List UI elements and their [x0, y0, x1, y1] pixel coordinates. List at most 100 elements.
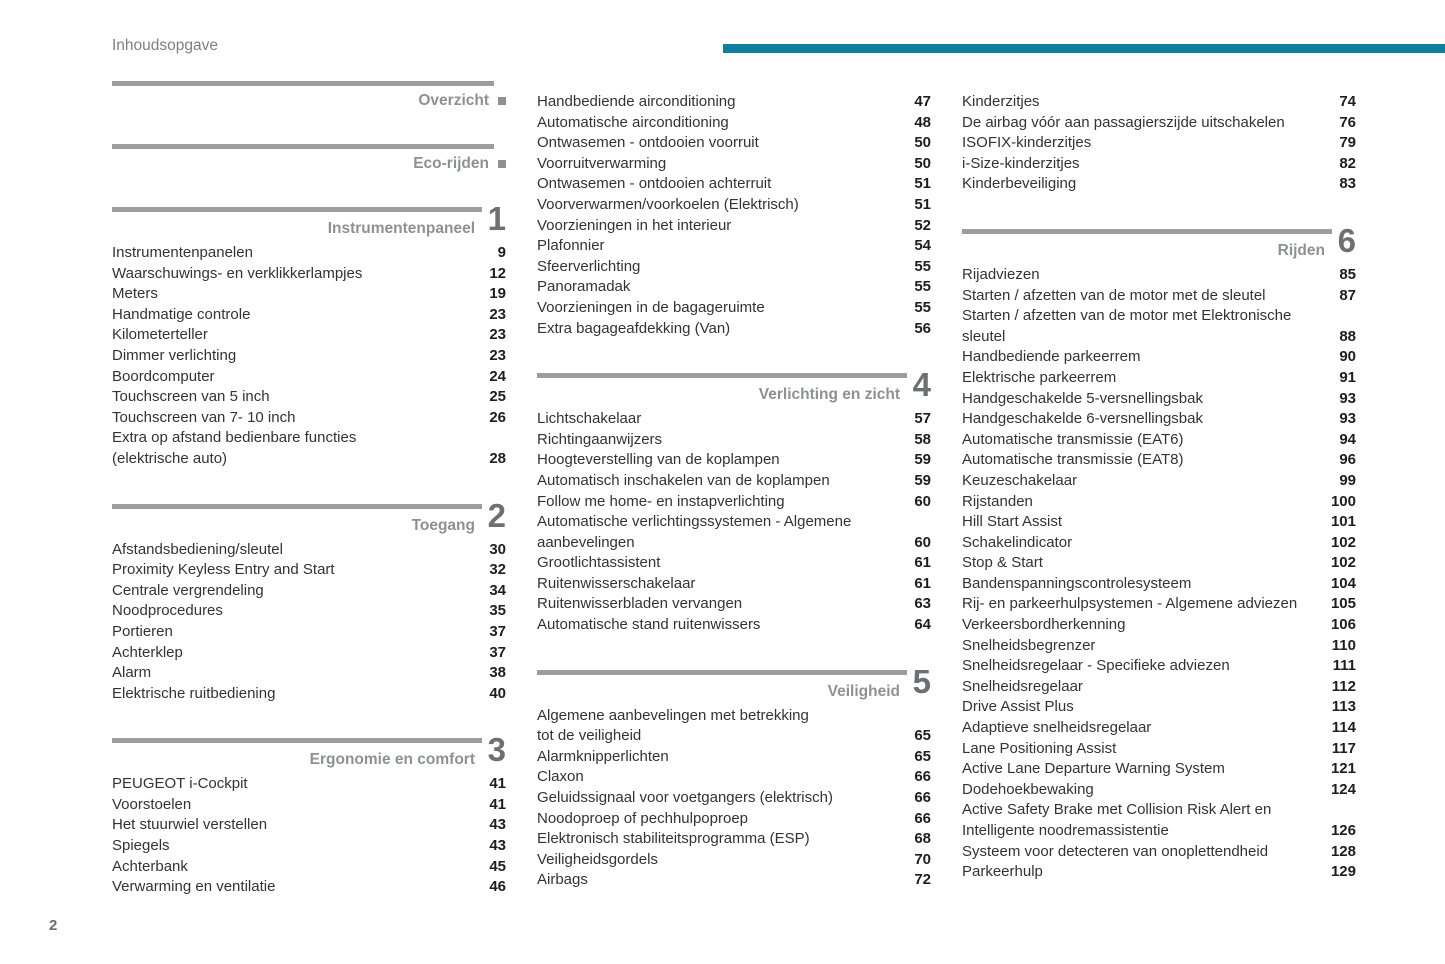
toc-item[interactable]: Plafonnier 54 [537, 236, 931, 257]
intro-header: Eco-rijden [112, 155, 506, 173]
toc-item[interactable]: Elektrische parkeerrem 91 [962, 368, 1356, 389]
toc-item[interactable]: Handmatige controle 23 [112, 305, 506, 326]
toc-item-page: 82 [1339, 154, 1356, 172]
toc-item[interactable]: Ruitenwisserschakelaar 61 [537, 574, 931, 595]
toc-item[interactable]: Claxon 66 [537, 767, 931, 788]
toc-item[interactable]: Proximity Keyless Entry and Start 32 [112, 560, 506, 581]
toc-item[interactable]: Ruitenwisserbladen vervangen 63 [537, 594, 931, 615]
toc-item[interactable]: Kilometerteller 23 [112, 325, 506, 346]
toc-item[interactable]: Veiligheidsgordels 70 [537, 850, 931, 871]
toc-item[interactable]: Panoramadak 55 [537, 277, 931, 298]
toc-item[interactable]: Starten / afzetten van de motor met Elek… [962, 306, 1356, 347]
toc-item[interactable]: Snelheidsbegrenzer 110 [962, 636, 1356, 657]
toc-item[interactable]: Automatische stand ruitenwissers 64 [537, 615, 931, 636]
toc-item[interactable]: Rijadviezen 85 [962, 265, 1356, 286]
toc-item[interactable]: Verwarming en ventilatie 46 [112, 877, 506, 898]
toc-item[interactable]: Handgeschakelde 5-versnellingsbak 93 [962, 389, 1356, 410]
toc-item[interactable]: Rijstanden 100 [962, 492, 1356, 513]
toc-item[interactable]: Active Safety Brake met Collision Risk A… [962, 800, 1356, 841]
toc-item[interactable]: De airbag vóór aan passagierszijde uitsc… [962, 113, 1356, 134]
toc-item[interactable]: Handgeschakelde 6-versnellingsbak 93 [962, 409, 1356, 430]
toc-item[interactable]: i-Size-kinderzitjes 82 [962, 154, 1356, 175]
toc-item-page: 59 [914, 471, 931, 489]
toc-item[interactable]: Dodehoekbewaking 124 [962, 780, 1356, 801]
toc-item[interactable]: Voorruitverwarming 50 [537, 154, 931, 175]
toc-item-label: Richtingaanwijzers [537, 430, 663, 448]
toc-item[interactable]: Achterbank 45 [112, 857, 506, 878]
toc-item[interactable]: Alarm 38 [112, 663, 506, 684]
toc-item[interactable]: Algemene aanbevelingen met betrekking to… [537, 706, 931, 747]
divider-bar [537, 373, 907, 379]
toc-item[interactable]: Keuzeschakelaar 99 [962, 471, 1356, 492]
toc-item[interactable]: Hoogteverstelling van de koplampen 59 [537, 450, 931, 471]
toc-item[interactable]: Alarmknipperlichten 65 [537, 747, 931, 768]
toc-item-page: 50 [914, 154, 931, 172]
toc-item[interactable]: Automatische transmissie (EAT8) 96 [962, 450, 1356, 471]
toc-item-label: Rijadviezen [962, 265, 1040, 283]
toc-item[interactable]: Lane Positioning Assist 117 [962, 739, 1356, 760]
toc-item[interactable]: Voorzieningen in het interieur 52 [537, 216, 931, 237]
toc-item[interactable]: Active Lane Departure Warning System 121 [962, 759, 1356, 780]
toc-item-label: Handmatige controle [112, 305, 251, 323]
toc-item-label: Ruitenwisserbladen vervangen [537, 595, 743, 613]
toc-item[interactable]: Ontwasemen - ontdooien achterruit 51 [537, 174, 931, 195]
toc-item[interactable]: ISOFIX-kinderzitjes 79 [962, 133, 1356, 154]
toc-item[interactable]: Grootlichtassistent 61 [537, 553, 931, 574]
toc-item[interactable]: Extra op afstand bedienbare functies (el… [112, 428, 506, 469]
toc-item[interactable]: Noodoproep of pechhulpoproep 66 [537, 809, 931, 830]
toc-item[interactable]: Stop & Start 102 [962, 553, 1356, 574]
toc-item[interactable]: Automatische verlichtingssystemen - Alge… [537, 512, 931, 553]
toc-item-page: 76 [1339, 113, 1356, 131]
toc-item[interactable]: Meters 19 [112, 284, 506, 305]
toc-item[interactable]: Afstandsbediening/sleutel 30 [112, 540, 506, 561]
toc-item[interactable]: Waarschuwings- en verklikkerlampjes 12 [112, 264, 506, 285]
toc-item-label: Lane Positioning Assist [962, 739, 1117, 757]
toc-item[interactable]: Hill Start Assist 101 [962, 512, 1356, 533]
toc-item[interactable]: PEUGEOT i-Cockpit 41 [112, 774, 506, 795]
toc-item[interactable]: Touchscreen van 7- 10 inch 26 [112, 408, 506, 429]
toc-item[interactable]: Handbediende airconditioning 47 [537, 92, 931, 113]
toc-item[interactable]: Noodprocedures 35 [112, 601, 506, 622]
toc-item[interactable]: Centrale vergrendeling 34 [112, 581, 506, 602]
toc-item[interactable]: Instrumentenpanelen 9 [112, 243, 506, 264]
toc-item[interactable]: Snelheidsregelaar - Specifieke adviezen 1… [962, 656, 1356, 677]
toc-item[interactable]: Automatische airconditioning 48 [537, 113, 931, 134]
toc-item-page: 50 [914, 134, 931, 152]
toc-item[interactable]: Het stuurwiel verstellen 43 [112, 815, 506, 836]
toc-item[interactable]: Lichtschakelaar 57 [537, 409, 931, 430]
toc-item[interactable]: Extra bagageafdekking (Van) 56 [537, 319, 931, 340]
toc-item[interactable]: Ontwasemen - ontdooien voorruit 50 [537, 133, 931, 154]
toc-item[interactable]: Sfeerverlichting 55 [537, 257, 931, 278]
toc-item[interactable]: Handbediende parkeerrem 90 [962, 347, 1356, 368]
toc-item[interactable]: Voorzieningen in de bagageruimte 55 [537, 298, 931, 319]
toc-item[interactable]: Snelheidsregelaar 112 [962, 677, 1356, 698]
toc-item[interactable]: Verkeersbordherkenning 106 [962, 615, 1356, 636]
toc-item[interactable]: Portieren 37 [112, 622, 506, 643]
toc-item[interactable]: Dimmer verlichting 23 [112, 346, 506, 367]
toc-item[interactable]: Airbags 72 [537, 870, 931, 891]
toc-item[interactable]: Drive Assist Plus 113 [962, 697, 1356, 718]
toc-item[interactable]: Automatisch inschakelen van de koplampen… [537, 471, 931, 492]
toc-item[interactable]: Automatische transmissie (EAT6) 94 [962, 430, 1356, 451]
toc-item[interactable]: Schakelindicator 102 [962, 533, 1356, 554]
toc-item[interactable]: Starten / afzetten van de motor met de s… [962, 286, 1356, 307]
toc-item[interactable]: Follow me home- en instapverlichting 60 [537, 492, 931, 513]
toc-item[interactable]: Rij- en parkeerhulpsystemen - Algemene a… [962, 594, 1356, 615]
toc-item[interactable]: Kinderzitjes 74 [962, 92, 1356, 113]
toc-item[interactable]: Touchscreen van 5 inch 25 [112, 387, 506, 408]
chapter-section-1: 1 Instrumentenpaneel Instrumentenpanelen 9 W… [112, 202, 506, 470]
toc-item[interactable]: Voorstoelen 41 [112, 795, 506, 816]
toc-item[interactable]: Achterklep 37 [112, 643, 506, 664]
toc-item[interactable]: Bandenspanningscontrolesysteem 104 [962, 574, 1356, 595]
toc-item[interactable]: Kinderbeveiliging 83 [962, 174, 1356, 195]
toc-item[interactable]: Voorverwarmen/voorkoelen (Elektrisch) 51 [537, 195, 931, 216]
toc-item[interactable]: Boordcomputer 24 [112, 367, 506, 388]
toc-item[interactable]: Adaptieve snelheidsregelaar 114 [962, 718, 1356, 739]
toc-item[interactable]: Richtingaanwijzers 58 [537, 430, 931, 451]
toc-item[interactable]: Parkeerhulp 129 [962, 862, 1356, 883]
toc-item[interactable]: Spiegels 43 [112, 836, 506, 857]
toc-item[interactable]: Elektronisch stabiliteitsprogramma (ESP)… [537, 829, 931, 850]
toc-item[interactable]: Systeem voor detecteren van onoplettendh… [962, 842, 1356, 863]
toc-item[interactable]: Geluidssignaal voor voetgangers (elektri… [537, 788, 931, 809]
toc-item[interactable]: Elektrische ruitbediening 40 [112, 684, 506, 705]
